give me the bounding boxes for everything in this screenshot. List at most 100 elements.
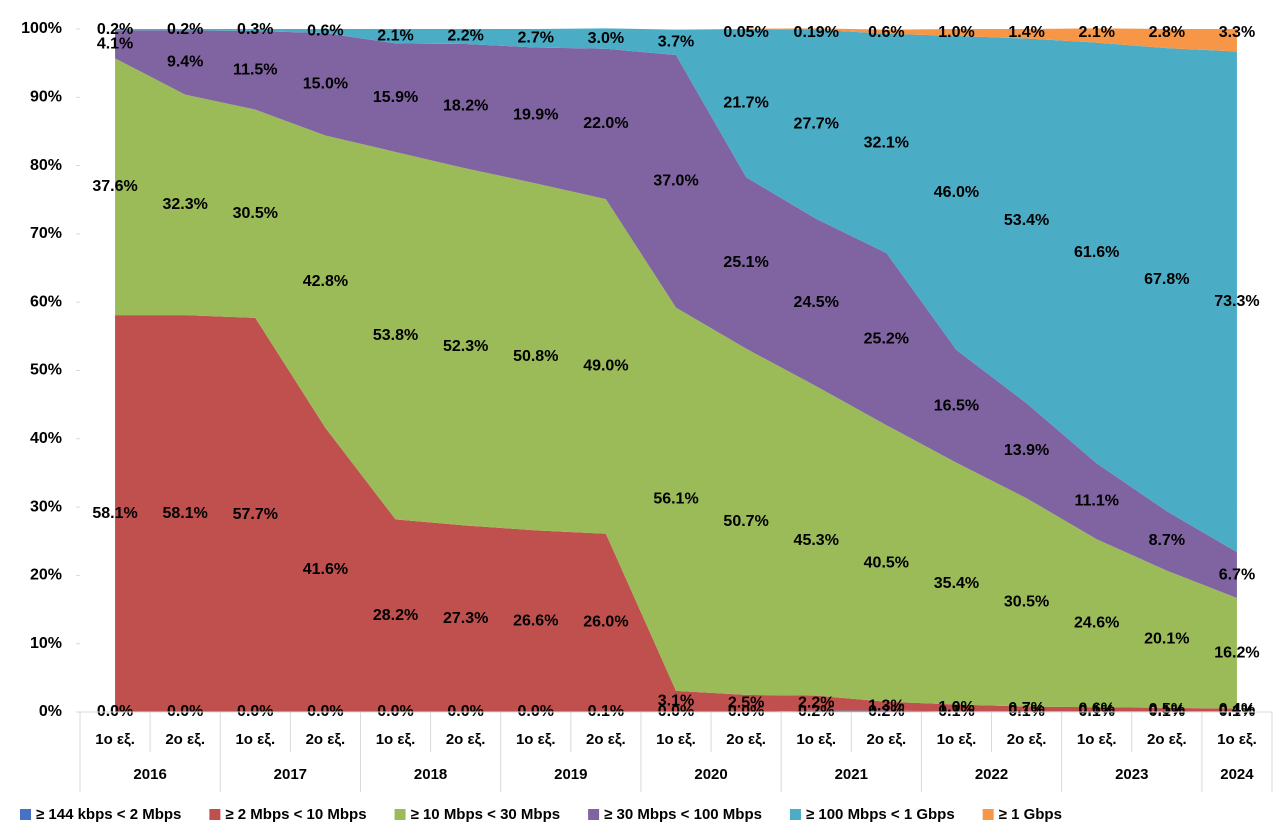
y-tick-label: 80% <box>30 157 62 174</box>
data-label: 56.1% <box>653 490 698 507</box>
data-label: 3.0% <box>588 30 624 47</box>
group-label: 2023 <box>1115 766 1148 783</box>
data-label: 26.6% <box>513 612 558 629</box>
data-label: 2.8% <box>1149 24 1185 41</box>
data-label: 37.6% <box>92 178 137 195</box>
group-label: 2019 <box>554 766 587 783</box>
x-tick-label: 2ο εξ. <box>306 731 346 748</box>
data-label: 0.05% <box>723 24 768 41</box>
data-label: 0.6% <box>307 22 343 39</box>
data-label: 15.0% <box>303 76 348 93</box>
data-label: 1.0% <box>938 24 974 41</box>
data-label: 28.2% <box>373 607 418 624</box>
y-tick-label: 10% <box>30 635 62 652</box>
y-tick-label: 60% <box>30 293 62 310</box>
data-label: 3.1% <box>658 693 694 710</box>
x-tick-label: 1ο εξ. <box>796 731 836 748</box>
data-label: 16.5% <box>934 398 979 415</box>
area <box>115 315 1237 712</box>
y-tick-label: 100% <box>21 20 62 37</box>
data-label: 2.7% <box>518 29 554 46</box>
data-label: 3.3% <box>1219 24 1255 41</box>
y-tick-label: 90% <box>30 89 62 106</box>
data-label: 2.1% <box>377 27 413 44</box>
y-tick-label: 70% <box>30 225 62 242</box>
area <box>115 28 1237 553</box>
data-label: 27.3% <box>443 610 488 627</box>
legend-label: ≥ 144 kbps < 2 Mbps <box>36 806 181 823</box>
data-label: 0.7% <box>1008 700 1044 717</box>
legend-label: ≥ 1 Gbps <box>999 806 1062 823</box>
data-label: 41.6% <box>303 561 348 578</box>
x-tick-label: 2ο εξ. <box>165 731 205 748</box>
x-tick-label: 1ο εξ. <box>1077 731 1117 748</box>
data-label: 2.2% <box>798 694 834 711</box>
data-label: 2.2% <box>447 28 483 45</box>
data-label: 35.4% <box>934 575 979 592</box>
data-label: 37.0% <box>653 173 698 190</box>
legend-swatch <box>588 809 600 820</box>
data-label: 0.19% <box>794 24 839 41</box>
y-tick-label: 40% <box>30 430 62 447</box>
group-label: 2020 <box>694 766 727 783</box>
x-tick-label: 2ο εξ. <box>446 731 486 748</box>
group-label: 2022 <box>975 766 1008 783</box>
x-tick-label: 1ο εξ. <box>656 731 696 748</box>
group-label: 2016 <box>133 766 166 783</box>
data-label: 42.8% <box>303 273 348 290</box>
data-label: 11.5% <box>233 62 277 79</box>
data-label: 40.5% <box>864 555 909 572</box>
legend-label: ≥ 2 Mbps < 10 Mbps <box>225 806 366 823</box>
group-label: 2017 <box>274 766 307 783</box>
area <box>115 30 1237 598</box>
data-label: 11.1% <box>1074 493 1118 510</box>
data-label: 19.9% <box>513 107 558 124</box>
data-label: 0.4% <box>1219 701 1255 718</box>
y-tick-label: 20% <box>30 567 62 584</box>
legend-swatch <box>394 809 406 820</box>
data-label: 6.7% <box>1219 566 1255 583</box>
data-label: 15.9% <box>373 89 418 106</box>
data-label: 45.3% <box>794 532 839 549</box>
group-label: 2018 <box>414 766 447 783</box>
data-label: 16.2% <box>1214 644 1259 661</box>
data-label: 21.7% <box>723 94 768 111</box>
data-label: 46.0% <box>934 184 979 201</box>
data-label: 4.1% <box>97 36 133 53</box>
data-label: 1.3% <box>868 697 904 714</box>
x-tick-label: 2ο εξ. <box>1147 731 1187 748</box>
data-label: 58.1% <box>162 505 207 522</box>
data-label: 13.9% <box>1004 442 1049 459</box>
legend-label: ≥ 100 Mbps < 1 Gbps <box>806 806 955 823</box>
data-label: 27.7% <box>794 115 839 132</box>
x-tick-label: 2ο εξ. <box>726 731 766 748</box>
data-label: 50.8% <box>513 348 558 365</box>
data-label: 0.5% <box>1149 701 1185 718</box>
data-label: 0.2% <box>97 21 133 38</box>
data-label: 1.0% <box>938 699 974 716</box>
x-tick-label: 1ο εξ. <box>95 731 135 748</box>
y-tick-label: 50% <box>30 362 62 379</box>
x-tick-label: 1ο εξ. <box>937 731 977 748</box>
y-tick-label: 30% <box>30 498 62 515</box>
data-label: 73.3% <box>1214 293 1259 310</box>
x-tick-label: 2ο εξ. <box>586 731 626 748</box>
data-label: 0.6% <box>1078 700 1114 717</box>
data-label: 50.7% <box>723 513 768 530</box>
data-label: 20.1% <box>1144 630 1189 647</box>
data-label: 8.7% <box>1149 532 1185 549</box>
legend-swatch <box>982 809 994 820</box>
data-label: 24.5% <box>794 294 839 311</box>
data-label: 30.5% <box>233 205 278 222</box>
data-label: 0.2% <box>167 21 203 38</box>
data-label: 30.5% <box>1004 594 1049 611</box>
data-label: 32.3% <box>162 196 207 213</box>
data-label: 25.2% <box>864 330 909 347</box>
data-label: 52.3% <box>443 338 488 355</box>
x-tick-label: 1ο εξ. <box>1217 731 1257 748</box>
x-tick-label: 1ο εξ. <box>376 731 416 748</box>
data-label: 2.5% <box>728 695 764 712</box>
area <box>746 28 1237 52</box>
group-label: 2024 <box>1220 766 1254 783</box>
